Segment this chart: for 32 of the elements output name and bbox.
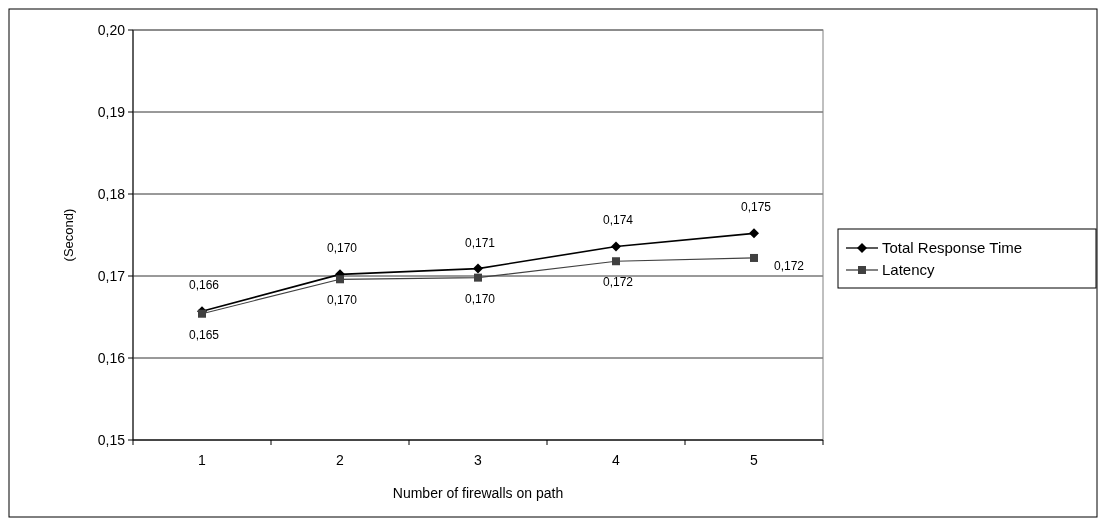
y-tick-label: 0,17 <box>97 268 126 284</box>
y-tick-label: 0,15 <box>97 432 126 448</box>
y-axis-title: (Second) <box>61 208 76 262</box>
data-label: 0,170 <box>326 293 358 308</box>
y-tick-label: 0,16 <box>97 350 126 366</box>
data-label: 0,172 <box>773 258 805 273</box>
data-label: 0,171 <box>464 235 496 250</box>
x-axis-title: Number of firewalls on path <box>392 485 564 501</box>
data-label: 0,170 <box>326 241 358 256</box>
y-tick-label: 0,18 <box>97 186 126 202</box>
y-tick-label: 0,19 <box>97 104 126 120</box>
legend-label: Latency <box>882 261 936 278</box>
x-tick-label: 2 <box>336 452 345 468</box>
data-label: 0,165 <box>188 327 220 342</box>
point <box>473 263 483 274</box>
x-tick-label: 1 <box>198 452 207 468</box>
point <box>474 273 482 282</box>
data-label: 0,174 <box>602 213 634 228</box>
x-tick-label: 5 <box>750 452 759 468</box>
y-tick-label: 0,20 <box>97 22 126 38</box>
point <box>750 253 758 262</box>
data-label: 0,172 <box>602 275 634 290</box>
point <box>612 257 620 266</box>
x-tick-label: 3 <box>474 452 483 468</box>
data-label: 0,175 <box>740 200 772 215</box>
point <box>749 228 759 239</box>
point <box>611 241 621 252</box>
legend-label: Total Response Time <box>882 239 1023 256</box>
data-label: 0,166 <box>188 278 220 293</box>
x-tick-label: 4 <box>612 452 621 468</box>
data-label: 0,170 <box>464 291 496 306</box>
point <box>336 275 344 284</box>
